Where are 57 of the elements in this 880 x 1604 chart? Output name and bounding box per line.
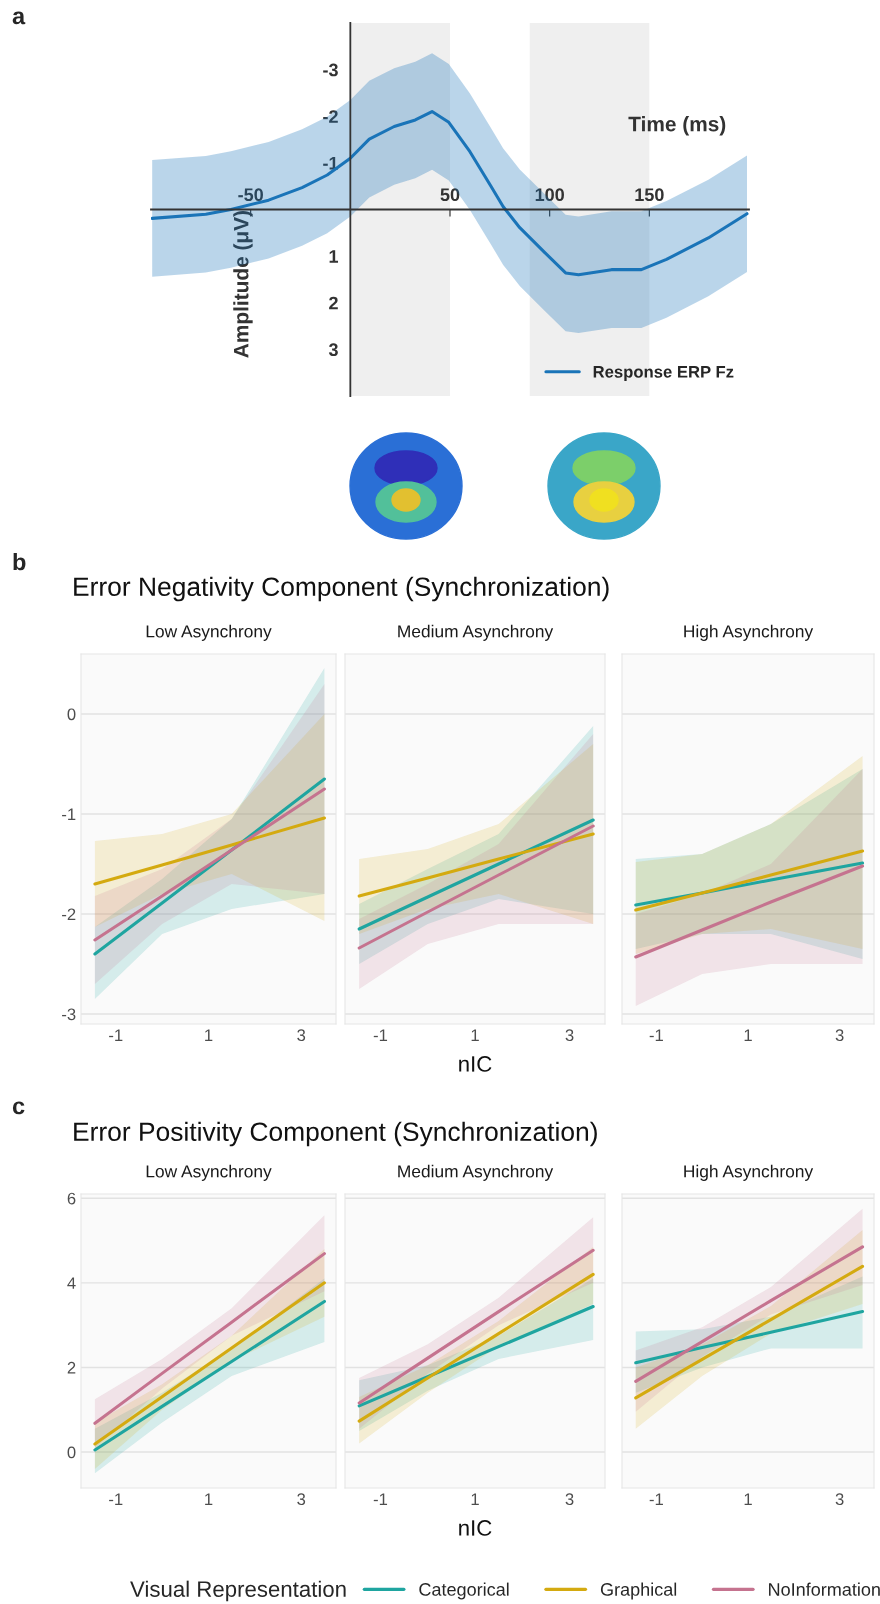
chart-title: Low Asynchrony — [146, 1164, 272, 1181]
x-axis-title: nIC — [459, 1520, 492, 1536]
y-tick-label: -2 — [323, 110, 338, 123]
x-tick-label: 3 — [835, 1493, 844, 1506]
x-tick-label: 150 — [635, 188, 664, 202]
x-tick-label: 1 — [744, 1493, 752, 1505]
text: c — [12, 1101, 25, 1115]
text: Error Negativity Component (Synchronization) — [74, 576, 609, 602]
x-tick-label: 3 — [297, 1029, 306, 1042]
x-tick-label: 1 — [471, 1029, 479, 1041]
y-tick-label: 3 — [328, 343, 338, 357]
y-tick-label: 4 — [67, 1277, 76, 1289]
legend-label: Categorical — [419, 1582, 509, 1600]
x-tick-label: 100 — [535, 188, 564, 202]
chart-title: Medium Asynchrony — [398, 1164, 554, 1181]
text: b — [13, 552, 26, 571]
x-tick-label: -1 — [373, 1029, 388, 1041]
x-tick-label: 1 — [205, 1029, 213, 1041]
x-tick-label: 3 — [565, 1029, 574, 1042]
x-tick-label: 3 — [565, 1493, 574, 1506]
x-tick-label: 3 — [835, 1029, 844, 1042]
x-tick-label: 1 — [471, 1493, 479, 1505]
y-tick-label: 2 — [67, 1361, 76, 1374]
x-tick-label: -1 — [109, 1493, 123, 1505]
x-tick-label: 3 — [297, 1493, 306, 1506]
y-tick-label: 1 — [329, 250, 339, 263]
legend-title: Visual Representation — [130, 1580, 346, 1602]
x-tick-label: 1 — [205, 1493, 213, 1505]
chart-title: High Asynchrony — [684, 624, 814, 641]
chart-title: Medium Asynchrony — [398, 624, 554, 641]
legend-label: NoInformation — [769, 1582, 880, 1596]
chart-title: High Asynchrony — [684, 1164, 814, 1181]
x-tick-label: 50 — [440, 188, 460, 202]
y-tick-label: 0 — [67, 1446, 76, 1459]
y-tick-label: 2 — [329, 296, 338, 310]
x-tick-label: -1 — [649, 1029, 663, 1041]
y-tick-label: -2 — [62, 908, 76, 921]
y-tick-label: 0 — [67, 708, 76, 721]
text: Error Positivity Component (Synchronization) — [74, 1121, 597, 1147]
x-axis-title: Time (ms) — [628, 116, 726, 136]
x-tick-label: -1 — [649, 1493, 663, 1505]
legend-label: Response ERP Fz — [593, 366, 734, 381]
line-series — [93, 1252, 326, 1425]
y-tick-label: 6 — [67, 1192, 76, 1205]
legend-label: Graphical — [600, 1582, 677, 1600]
chart-title: Low Asynchrony — [146, 624, 272, 641]
x-tick-label: -1 — [373, 1493, 388, 1505]
x-tick-label: -1 — [109, 1029, 123, 1041]
x-tick-label: -50 — [238, 188, 263, 202]
y-tick-label: -3 — [62, 1008, 76, 1021]
y-tick-label: -3 — [323, 63, 338, 77]
line-series — [93, 816, 326, 886]
y-tick-label: -1 — [62, 808, 76, 821]
text: a — [12, 11, 26, 25]
y-axis-title: Amplitude (μV) — [233, 211, 253, 358]
x-axis-title: nIC — [459, 1056, 492, 1072]
x-tick-label: 1 — [744, 1029, 752, 1041]
